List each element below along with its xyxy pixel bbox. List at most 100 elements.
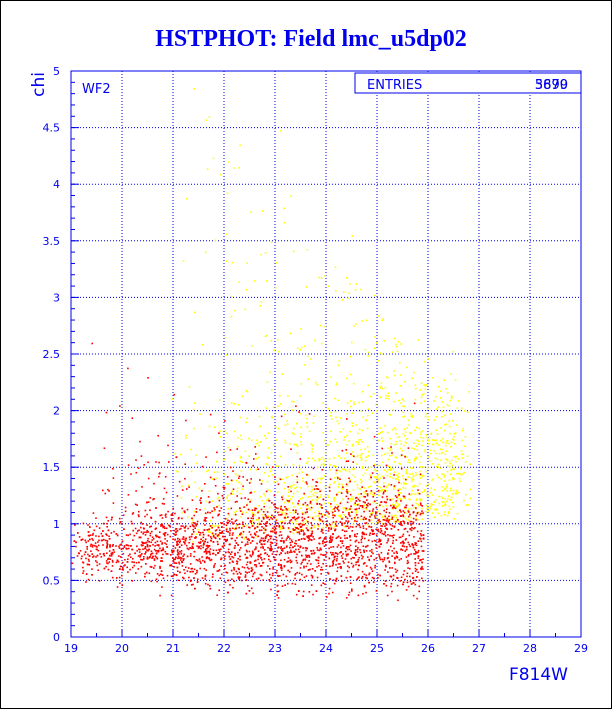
data-point (296, 522, 298, 525)
data-point (159, 531, 161, 533)
data-point (460, 450, 463, 452)
data-point (320, 504, 323, 506)
data-point (417, 519, 419, 521)
data-point (309, 502, 312, 504)
data-point (378, 521, 380, 523)
data-point (158, 475, 160, 478)
data-point (413, 536, 415, 538)
data-point (332, 563, 334, 566)
data-point (127, 534, 129, 537)
data-point (349, 493, 352, 496)
data-point (412, 475, 415, 478)
data-point (196, 581, 199, 583)
data-point (266, 516, 268, 519)
data-point (219, 430, 221, 432)
data-point (447, 498, 449, 500)
data-point (323, 464, 326, 467)
data-point (274, 522, 277, 524)
data-point (172, 557, 174, 559)
data-point (442, 473, 445, 476)
data-point (209, 525, 212, 527)
data-point (184, 477, 186, 480)
data-point (373, 577, 375, 580)
data-point (86, 548, 88, 550)
data-point (361, 506, 364, 509)
data-point (273, 481, 275, 483)
data-point (153, 482, 155, 485)
data-point (390, 585, 392, 588)
data-point (289, 511, 291, 514)
data-point (378, 315, 380, 317)
data-point (315, 590, 318, 592)
data-point (264, 252, 267, 254)
data-point (270, 389, 273, 391)
data-point (284, 464, 287, 466)
data-point (102, 489, 104, 492)
data-point (218, 532, 221, 534)
data-point (116, 586, 119, 588)
data-point (212, 552, 215, 555)
data-point (221, 526, 223, 528)
data-point (215, 554, 217, 556)
data-point (285, 546, 288, 548)
data-point (163, 487, 166, 490)
data-point (293, 529, 295, 531)
data-point (272, 406, 275, 409)
data-point (275, 553, 278, 556)
data-point (280, 569, 283, 571)
data-point (228, 161, 230, 163)
data-point (244, 574, 247, 576)
data-point (444, 487, 447, 489)
data-point (300, 383, 303, 385)
data-point (307, 554, 309, 557)
data-point (392, 428, 394, 431)
data-point (310, 495, 313, 498)
data-point (367, 556, 369, 558)
data-point (373, 435, 376, 438)
data-point (390, 442, 393, 445)
data-point (387, 468, 389, 471)
data-point (223, 523, 225, 526)
data-point (444, 503, 446, 506)
data-point (249, 492, 252, 494)
data-point (127, 544, 130, 547)
data-point (140, 558, 142, 561)
data-point (246, 479, 248, 481)
data-point (467, 504, 469, 506)
data-point (354, 480, 356, 483)
data-point (321, 569, 324, 571)
data-point (295, 511, 297, 514)
data-point (405, 556, 408, 558)
data-point (427, 419, 430, 421)
data-point (253, 571, 256, 574)
data-point (385, 527, 387, 530)
data-point (362, 495, 365, 498)
data-point (224, 450, 226, 453)
data-point (420, 545, 423, 548)
data-point (352, 382, 355, 385)
data-point (211, 500, 214, 502)
data-point (452, 350, 454, 353)
data-point (452, 419, 454, 422)
data-point (330, 525, 332, 528)
data-point (427, 358, 430, 360)
data-point (403, 495, 406, 498)
data-point (333, 514, 336, 516)
data-point (312, 445, 314, 448)
data-point (398, 462, 401, 464)
scatter-points (71, 88, 472, 602)
data-point (346, 444, 348, 446)
data-point (360, 459, 363, 461)
data-point (277, 564, 280, 566)
data-point (124, 558, 126, 561)
data-point (441, 410, 444, 413)
data-point (401, 398, 404, 400)
data-point (270, 468, 273, 470)
data-point (225, 233, 228, 236)
data-point (268, 579, 270, 581)
data-point (414, 458, 416, 460)
data-point (291, 484, 293, 487)
data-point (307, 457, 310, 459)
data-point (235, 479, 238, 482)
data-point (337, 505, 339, 508)
